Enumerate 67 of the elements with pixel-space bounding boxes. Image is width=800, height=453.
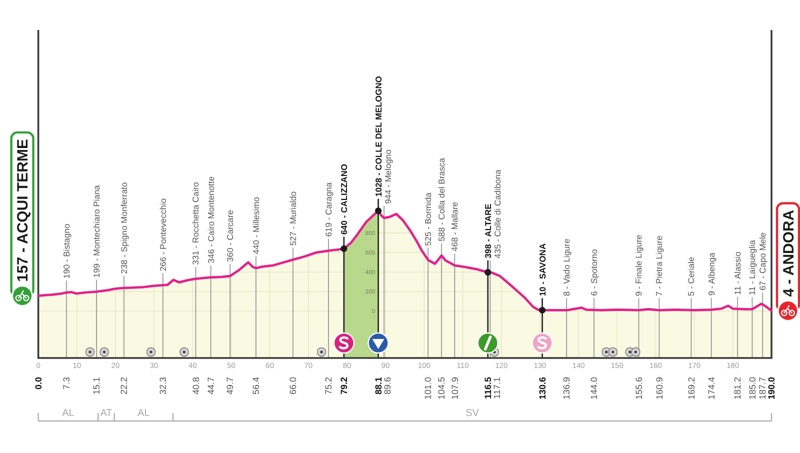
ref-line-label: 346 - Cairo Montenotte [206,176,216,264]
ref-line-label: 8 - Vado Ligure [562,238,572,296]
ref-line-label: 440 - Millesimo [250,196,261,254]
ref-line-label: 1028 - COLLE DEL MELOGNO [373,76,384,197]
text: 40.8 [190,377,201,395]
text: 88.1 [373,377,384,395]
text: AT [100,408,112,419]
ref-line-label: 360 - Carcare [225,210,236,262]
ref-line-label: 11 - Laigueglia [747,240,758,296]
text: 169.2 [686,377,696,400]
text: 75.2 [324,377,334,395]
point [374,207,382,214]
text: 79.2 [339,377,350,395]
text: 190.0 [766,377,777,400]
text: 22.2 [119,377,130,395]
ref-line-label: 238 - Spigno Monferrato [118,182,129,274]
point [484,268,492,276]
text: 15.1 [92,377,102,395]
ref-line-label: 9 - Albenga [706,252,716,296]
text: 155.6 [634,377,644,400]
text: 130.6 [537,377,548,400]
text: 116.5 [483,377,494,400]
ref-line-label: 619 - Caragna [323,182,334,237]
text: 174.4 [706,377,716,400]
text: 56.4 [251,377,262,395]
text: 160.9 [654,377,664,400]
text: 144.0 [589,377,600,400]
text: 181.2 [732,377,743,400]
ref-line-label: 525 - Bormida [423,192,434,246]
text: 89.6 [382,377,392,395]
text: 107.9 [450,377,460,400]
text: 185.0 [747,377,758,400]
text: 32.3 [158,377,168,395]
ref-line-label: 331 - Rocchetta Cairo [190,182,201,265]
ref-line-label: 266 - Pontevecchio [158,198,168,272]
ref-line-label: 588 - Colla del Brasca [436,158,447,242]
ref-line-label: 640 - CALIZZANO [338,163,349,235]
ref-line-label: 190 - Bistagno [61,224,72,279]
ref-line-label: 10 - SAVONA [537,243,548,296]
ref-line-label: 435 - Colle di Cadibona [492,169,502,258]
point [538,306,546,314]
text: 49.7 [225,377,236,395]
text: 44.7 [206,377,216,395]
ref-line-label: 468 - Mallare [450,202,460,252]
ref-line-label: 199 - Montechiaro Piana [92,184,102,278]
ref-line-label: 11 - Alassio [732,251,743,295]
ref-line-label: 7 - Pietra Ligure [654,235,664,296]
point [340,245,348,252]
ref-line-label: 67 - Capo Mele [758,232,768,290]
annotation: 4 - ANDORA [780,210,798,297]
text: SV [466,408,480,419]
ref-line-label: 5 - Ceriale [686,256,696,296]
ref-line-label: 9 - Finale Ligure [634,234,644,296]
ref-line-label: 527 - Murialdo [288,191,298,246]
ref-line-label: 6 - Spotorno [588,248,599,296]
text: 187.7 [758,377,768,400]
text: AL [62,408,75,419]
text: AL [138,408,150,419]
text: 117.1 [492,377,502,399]
text: 0.0 [33,377,44,390]
text: 104.5 [436,377,447,400]
text: 136.9 [562,377,572,400]
ref-line-label: 944 - Melogno [382,149,393,204]
ref-line-label: 398 - ALTARE [482,203,493,258]
text: 101.0 [423,377,434,400]
text: 66.0 [288,377,298,395]
text: 7.3 [62,377,72,390]
